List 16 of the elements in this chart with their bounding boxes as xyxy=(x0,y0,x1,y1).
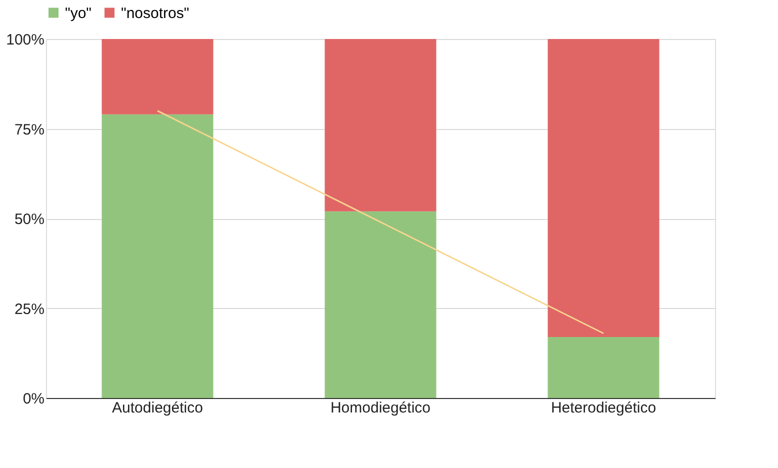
bar xyxy=(324,211,436,398)
legend-label: "nosotros" xyxy=(121,4,190,22)
y-tick-label: 100% xyxy=(6,32,44,48)
bar xyxy=(324,39,436,212)
legend-label: "yo" xyxy=(65,4,92,22)
y-tick-label: 75% xyxy=(14,121,44,138)
x-tick-label: Autodiegético xyxy=(112,400,203,416)
x-tick-label: Heterodiegético xyxy=(550,400,656,416)
y-tick-label: 50% xyxy=(14,211,44,228)
x-tick-label: Homodiegético xyxy=(330,400,431,416)
bar xyxy=(548,336,660,398)
y-tick-label: 0% xyxy=(22,390,44,408)
bar xyxy=(548,39,660,337)
y-tick-label: 25% xyxy=(14,300,44,318)
bar xyxy=(102,114,214,398)
bar xyxy=(102,39,214,114)
